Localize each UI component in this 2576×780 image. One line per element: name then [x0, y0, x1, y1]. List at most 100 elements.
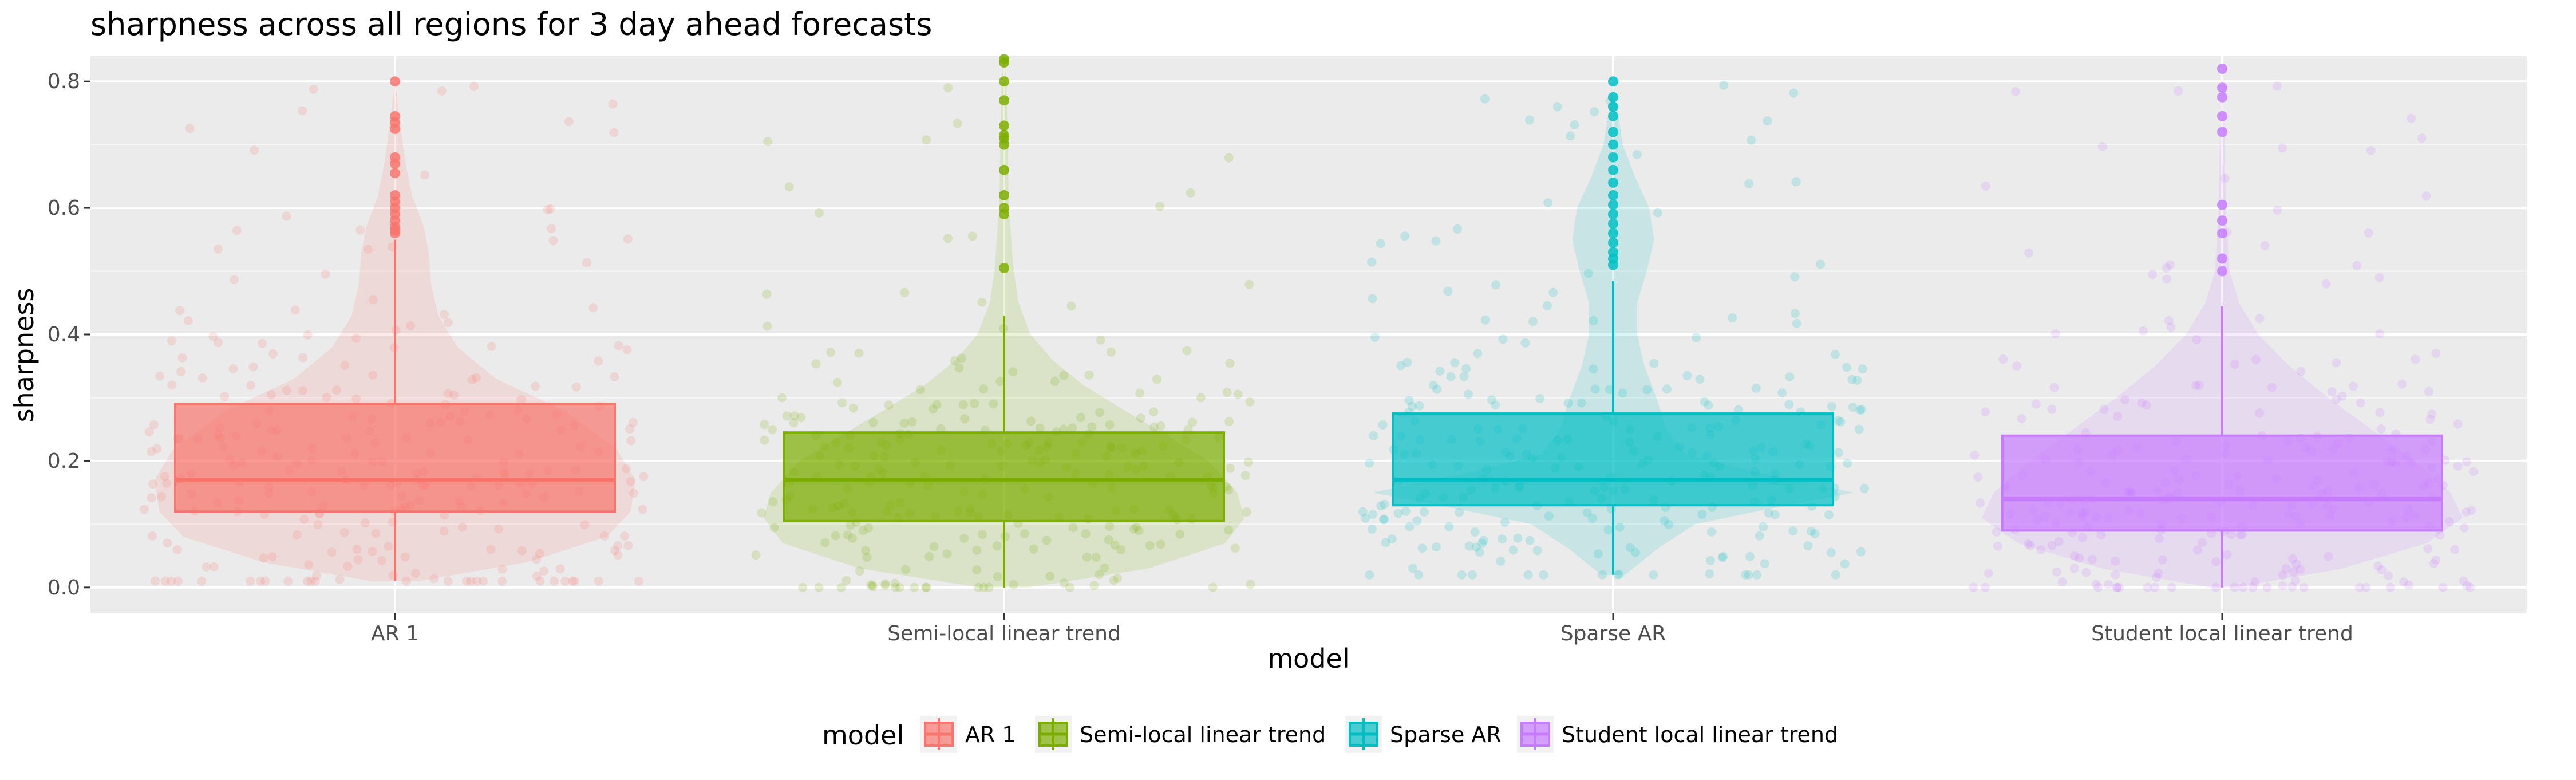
outlier-point — [999, 130, 1009, 141]
jitter-point — [368, 295, 378, 305]
jitter-point — [978, 530, 987, 539]
jitter-point — [967, 231, 977, 241]
jitter-point — [2356, 398, 2365, 408]
jitter-point — [2459, 576, 2468, 586]
jitter-point — [1152, 375, 1161, 384]
jitter-point — [922, 582, 931, 592]
jitter-point — [2296, 565, 2305, 574]
y-tick-label: 0.2 — [48, 450, 80, 473]
jitter-point — [364, 245, 373, 254]
jitter-point — [306, 576, 316, 586]
jitter-point — [600, 531, 610, 541]
jitter-point — [298, 106, 307, 116]
box-2 — [1392, 412, 1834, 507]
jitter-point — [2174, 86, 2183, 96]
jitter-point — [1733, 405, 1743, 415]
jitter-point — [2047, 404, 2057, 414]
jitter-point — [1087, 422, 1097, 432]
jitter-point — [2235, 530, 2245, 539]
jitter-point — [2281, 564, 2291, 573]
outlier-point — [1608, 218, 1618, 229]
outlier-point — [1608, 177, 1618, 188]
y-tick-label: 0.4 — [48, 323, 80, 346]
jitter-point — [2375, 408, 2385, 417]
jitter-point — [443, 389, 453, 399]
jitter-point — [2104, 580, 2113, 589]
jitter-point — [457, 522, 467, 532]
jitter-point — [2120, 395, 2130, 404]
jitter-point — [2211, 582, 2221, 592]
jitter-point — [866, 580, 876, 590]
jitter-point — [185, 124, 195, 133]
jitter-point — [1836, 417, 1846, 427]
jitter-point — [1848, 403, 1858, 412]
jitter-point — [2438, 582, 2448, 592]
jitter-point — [1026, 416, 1036, 426]
jitter-point — [1225, 463, 1235, 473]
jitter-point — [899, 419, 909, 428]
jitter-point — [1076, 413, 1086, 422]
y-tick-label: 0.6 — [48, 196, 80, 220]
jitter-point — [2354, 582, 2364, 592]
jitter-point — [1156, 539, 1165, 549]
jitter-point — [1860, 484, 1869, 494]
jitter-point — [1136, 413, 1145, 423]
jitter-point — [867, 580, 877, 590]
jitter-point — [2074, 553, 2084, 563]
outlier-point — [1608, 92, 1618, 103]
jitter-point — [1524, 115, 1534, 125]
jitter-point — [2211, 557, 2221, 566]
jitter-point — [950, 356, 959, 365]
jitter-point — [1858, 364, 1867, 374]
jitter-point — [2158, 555, 2167, 565]
jitter-point — [625, 424, 635, 434]
jitter-point — [1415, 401, 1424, 411]
jitter-point — [406, 321, 416, 330]
jitter-point — [943, 234, 953, 243]
jitter-point — [368, 371, 378, 380]
jitter-point — [2012, 361, 2022, 371]
jitter-point — [532, 554, 542, 564]
jitter-point — [2047, 541, 2057, 550]
jitter-point — [313, 520, 323, 530]
jitter-point — [2296, 367, 2306, 376]
jitter-point — [1361, 513, 1370, 523]
jitter-point — [1107, 347, 1116, 357]
jitter-point — [2070, 551, 2080, 561]
outlier-point — [2217, 111, 2227, 121]
jitter-point — [2467, 506, 2476, 515]
jitter-point — [1455, 507, 1464, 517]
box-0 — [174, 403, 616, 513]
jitter-point — [2375, 329, 2384, 338]
jitter-point — [1763, 116, 1772, 126]
jitter-point — [1089, 581, 1099, 590]
jitter-point — [248, 362, 258, 372]
jitter-point — [564, 117, 574, 127]
jitter-point — [351, 333, 361, 343]
jitter-point — [1728, 313, 1737, 323]
jitter-point — [2278, 143, 2287, 153]
jitter-point — [299, 514, 309, 524]
jitter-point — [322, 393, 331, 403]
jitter-point — [1407, 401, 1417, 411]
jitter-point — [629, 489, 638, 498]
legend: model AR 1 Semi-local linear trend Sparse … — [822, 716, 1838, 753]
jitter-point — [2385, 582, 2395, 592]
jitter-point — [1791, 177, 1801, 187]
jitter-point — [282, 211, 291, 221]
jitter-point — [1045, 572, 1055, 581]
jitter-point — [1570, 120, 1579, 129]
jitter-point — [2025, 541, 2035, 550]
jitter-point — [789, 418, 799, 428]
jitter-point — [622, 345, 632, 354]
jitter-point — [167, 336, 176, 346]
jitter-point — [768, 497, 778, 506]
jitter-point — [837, 398, 847, 408]
jitter-point — [890, 578, 900, 588]
jitter-point — [1459, 372, 1469, 381]
jitter-point — [1827, 401, 1836, 411]
jitter-point — [497, 576, 507, 586]
jitter-point — [1412, 516, 1422, 526]
jitter-point — [1831, 570, 1840, 580]
jitter-point — [497, 565, 507, 574]
